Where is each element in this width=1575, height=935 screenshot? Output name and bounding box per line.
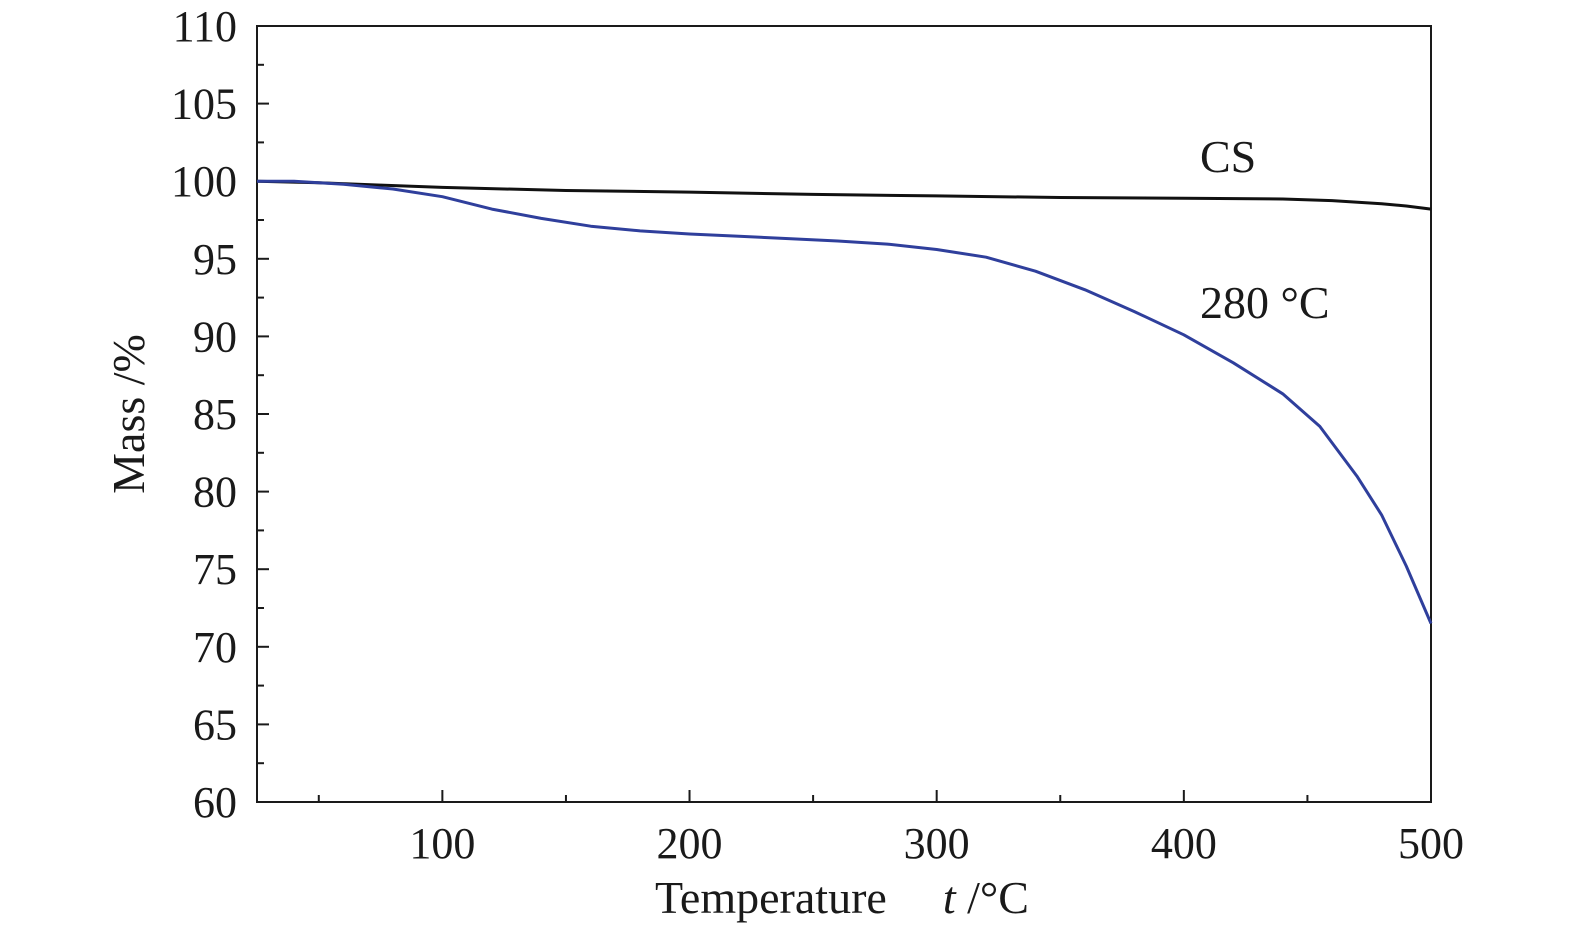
x-tick-label: 200 (657, 819, 723, 868)
y-tick-label: 75 (193, 545, 237, 594)
y-tick-label: 60 (193, 778, 237, 827)
x-axis-label: Temperature t /°C (655, 872, 1029, 923)
y-tick-label: 85 (193, 390, 237, 439)
series-layer (256, 179, 1433, 625)
x-axis-label-unit: /°C (956, 872, 1029, 923)
x-axis-label-text: Temperature (655, 872, 887, 923)
x-tick-label: 300 (904, 819, 970, 868)
y-tick-label: 95 (193, 235, 237, 284)
x-axis: 100 200 300 400 500 (317, 790, 1464, 868)
x-tick-label: 500 (1398, 819, 1464, 868)
series-label-280: 280 °C (1200, 277, 1330, 328)
y-tick-label: 100 (171, 157, 237, 206)
series-line-1 (257, 179, 1433, 625)
y-tick-label: 65 (193, 700, 237, 749)
y-tick-label: 110 (173, 2, 237, 51)
y-tick-label: 90 (193, 312, 237, 361)
x-tick-label: 100 (409, 819, 475, 868)
series-line-0 (256, 179, 1432, 211)
y-axis-label: Mass /% (103, 334, 154, 494)
series-label-cs: CS (1200, 131, 1256, 182)
x-tick-label: 400 (1151, 819, 1217, 868)
y-tick-label: 80 (193, 468, 237, 517)
y-axis: 60 65 70 75 80 85 90 95 100 105 110 (171, 2, 269, 827)
y-tick-label: 70 (193, 623, 237, 672)
x-axis-label-symbol: t (943, 872, 957, 923)
y-tick-label: 105 (171, 80, 237, 129)
